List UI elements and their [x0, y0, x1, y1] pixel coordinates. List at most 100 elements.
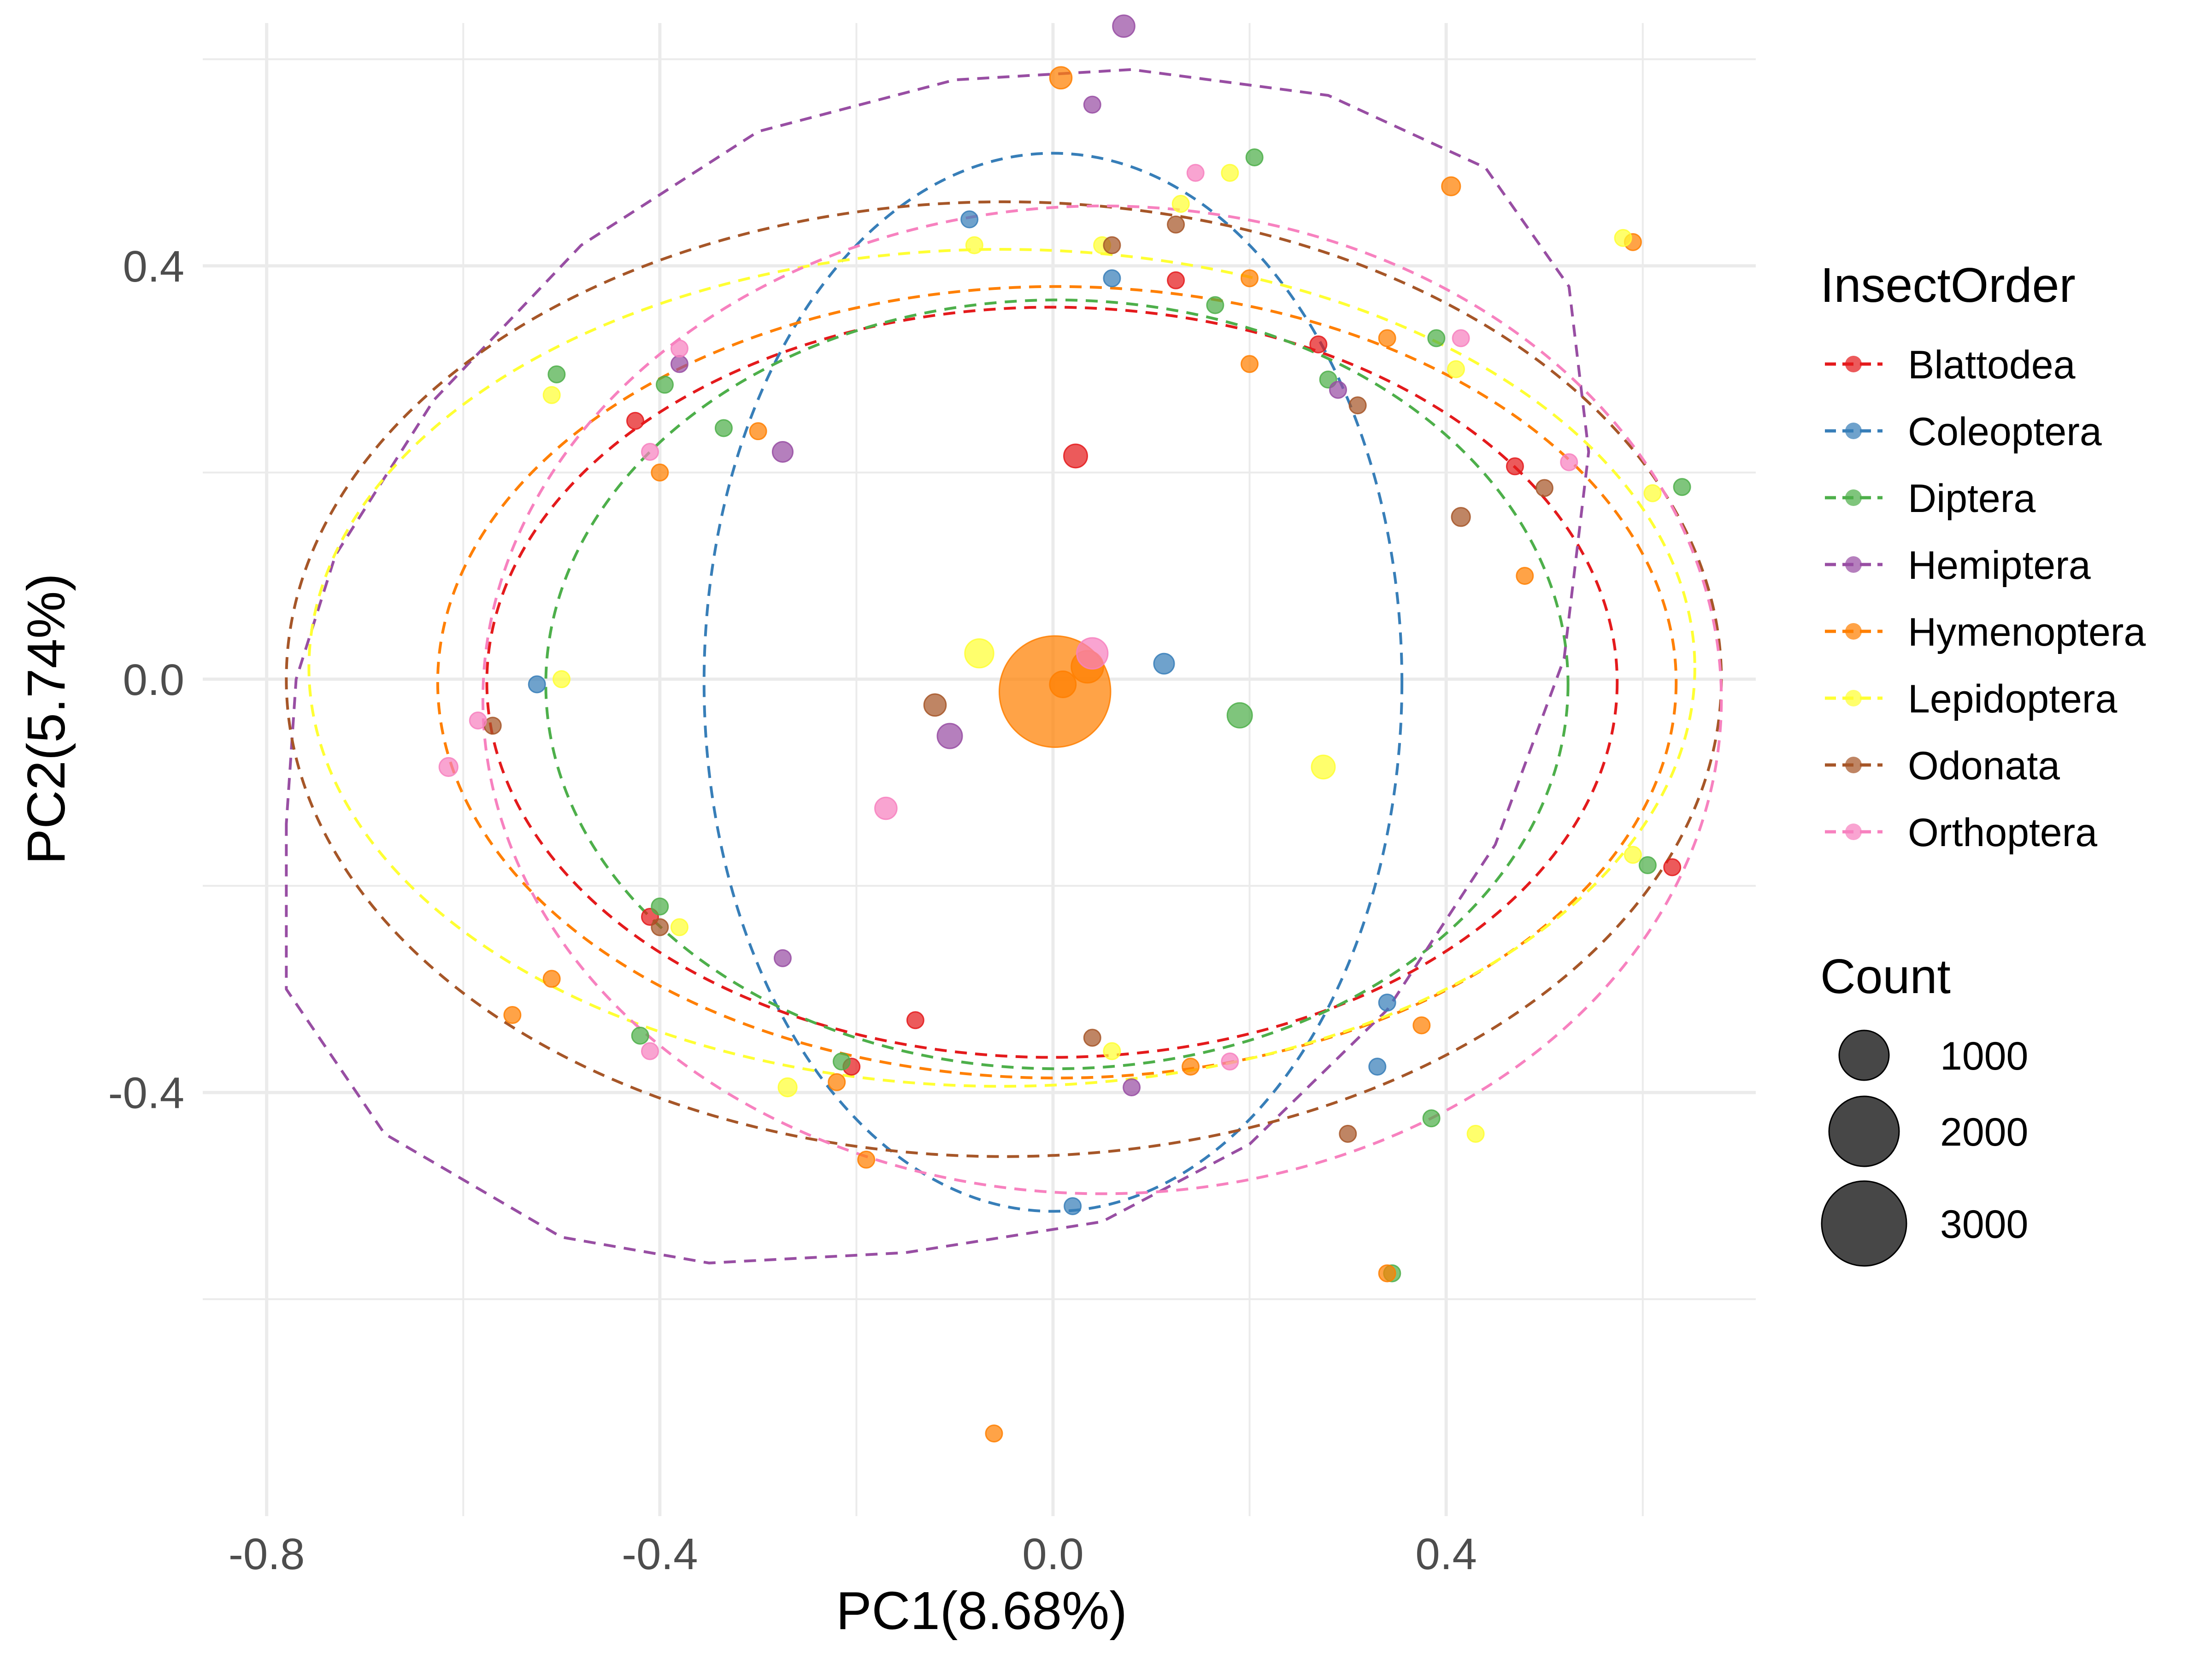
legend-size-items: 1000 2000 3000	[1821, 1030, 2028, 1267]
point-blattodea	[1063, 443, 1088, 469]
legend-key-dot-orthoptera	[1845, 824, 1862, 840]
point-hymenoptera	[828, 1073, 846, 1091]
point-diptera	[714, 419, 733, 437]
point-hemiptera	[936, 723, 963, 749]
point-odonata	[651, 918, 669, 936]
point-lepidoptera	[1311, 754, 1336, 780]
confidence-ellipses	[285, 68, 1723, 1265]
point-orthoptera	[670, 339, 688, 358]
legend-label-coleoptera: Coleoptera	[1908, 410, 2102, 454]
point-lepidoptera	[670, 918, 688, 936]
point-lepidoptera	[553, 670, 571, 688]
legend-size-circle	[1828, 1095, 1900, 1167]
point-diptera	[1422, 1109, 1441, 1128]
point-lepidoptera	[1447, 360, 1465, 378]
ellipse-hemiptera	[285, 68, 1590, 1265]
legend-label-blattodea: Blattodea	[1908, 343, 2076, 387]
point-blattodea	[1663, 858, 1682, 877]
point-odonata	[1167, 215, 1185, 234]
point-orthoptera	[1452, 329, 1470, 347]
legend-size-label: 2000	[1940, 1110, 2028, 1154]
point-lepidoptera	[965, 236, 983, 254]
x-tick-label: -0.8	[229, 1530, 305, 1579]
point-coleoptera	[528, 675, 546, 694]
ellipse-diptera	[544, 298, 1570, 1071]
point-diptera	[651, 897, 669, 916]
point-hymenoptera	[1241, 355, 1259, 373]
point-coleoptera	[1368, 1058, 1387, 1076]
x-axis-title: PC1(8.68%)	[836, 1581, 1127, 1641]
point-lepidoptera	[542, 386, 561, 404]
ellipse-coleoptera	[702, 152, 1404, 1213]
point-hymenoptera	[749, 422, 767, 441]
point-hymenoptera	[857, 1150, 876, 1169]
point-diptera	[1226, 702, 1253, 729]
point-diptera	[1638, 856, 1657, 874]
legend-label-diptera: Diptera	[1908, 477, 2036, 521]
ellipse-blattodea	[485, 306, 1619, 1059]
point-diptera	[1427, 329, 1446, 347]
point-odonata	[1451, 507, 1471, 527]
point-lepidoptera	[1171, 194, 1190, 213]
legend-key-dot-diptera	[1845, 489, 1862, 506]
legend-size-title: Count	[1820, 949, 1951, 1004]
point-coleoptera	[1378, 994, 1396, 1012]
point-orthoptera	[874, 796, 898, 820]
legend-label-hemiptera: Hemiptera	[1908, 543, 2091, 588]
legend-label-hymenoptera: Hymenoptera	[1908, 610, 2146, 654]
point-hemiptera	[670, 355, 688, 373]
point-odonata	[1535, 479, 1553, 497]
point-diptera	[547, 365, 566, 383]
legend-key-dot-hemiptera	[1845, 556, 1862, 573]
point-odonata	[1103, 236, 1121, 254]
y-axis-ticks: 0.4 0.0 -0.4	[108, 242, 184, 1118]
x-tick-label: 0.4	[1415, 1530, 1477, 1579]
legend-label-lepidoptera: Lepidoptera	[1908, 677, 2117, 721]
y-tick-label: -0.4	[108, 1069, 184, 1118]
point-hymenoptera	[1441, 176, 1461, 196]
point-hemiptera	[1083, 95, 1101, 114]
ellipse-odonata	[285, 200, 1723, 1158]
point-orthoptera	[1076, 637, 1109, 670]
legend-key-dot-hymenoptera	[1845, 623, 1862, 640]
point-diptera	[832, 1052, 851, 1071]
point-lepidoptera	[1466, 1124, 1485, 1143]
point-coleoptera	[1153, 653, 1175, 675]
point-blattodea	[906, 1011, 924, 1030]
point-hemiptera	[771, 441, 794, 463]
legend-key-dot-lepidoptera	[1845, 690, 1862, 706]
point-hemiptera	[1112, 14, 1135, 38]
legend-size-label: 3000	[1940, 1202, 2028, 1247]
ellipse-hymenoptera	[436, 285, 1678, 1080]
legend-color-items: Blattodea Coleoptera Diptera Hemiptera Hymen…	[1825, 343, 2146, 855]
data-points	[438, 14, 1691, 1443]
point-orthoptera	[641, 1042, 659, 1060]
point-hymenoptera	[1241, 269, 1259, 288]
point-diptera	[1245, 148, 1264, 166]
point-lepidoptera	[1221, 164, 1239, 182]
point-lepidoptera	[1624, 846, 1642, 864]
point-coleoptera	[960, 210, 979, 229]
point-orthoptera	[641, 443, 659, 461]
y-tick-label: 0.4	[123, 242, 184, 291]
point-orthoptera	[1186, 164, 1205, 182]
y-axis-title: PC2(5.74%)	[16, 573, 76, 865]
legend-key-dot-coleoptera	[1845, 423, 1862, 439]
point-hymenoptera	[1378, 1264, 1396, 1282]
point-odonata	[923, 693, 947, 717]
point-hymenoptera	[1516, 567, 1534, 585]
point-hymenoptera	[542, 970, 561, 988]
legend: InsectOrder Blattodea Coleoptera Diptera He…	[1820, 258, 2146, 1267]
point-lepidoptera	[1614, 229, 1632, 247]
point-lepidoptera	[1643, 484, 1662, 502]
point-odonata	[1348, 396, 1367, 415]
legend-key-dot-blattodea	[1845, 356, 1862, 372]
y-tick-label: 0.0	[123, 655, 184, 705]
legend-size-circle	[1821, 1180, 1907, 1267]
legend-color-title: InsectOrder	[1820, 258, 2076, 312]
point-hymenoptera	[651, 463, 669, 482]
point-hymenoptera	[1378, 329, 1396, 347]
legend-label-odonata: Odonata	[1908, 744, 2060, 788]
point-diptera	[631, 1026, 649, 1045]
